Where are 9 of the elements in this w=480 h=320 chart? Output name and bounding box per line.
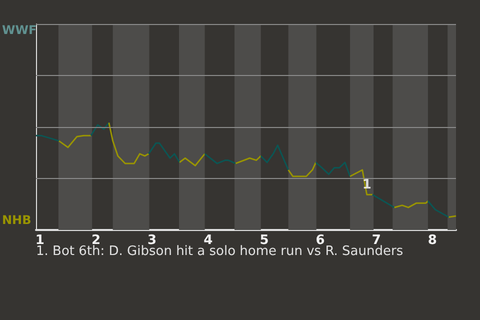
- x-tick-label: 7: [372, 233, 381, 248]
- text: NHB: [2, 213, 32, 227]
- annotation: 1: [362, 178, 372, 193]
- x-tick-label: 3: [148, 233, 157, 248]
- x-tick-label: 5: [260, 233, 269, 248]
- text: WWF: [2, 23, 37, 37]
- x-tick-label: 6: [316, 233, 325, 248]
- x-tick-label: 4: [204, 233, 213, 248]
- x-tick-label: 8: [428, 233, 437, 248]
